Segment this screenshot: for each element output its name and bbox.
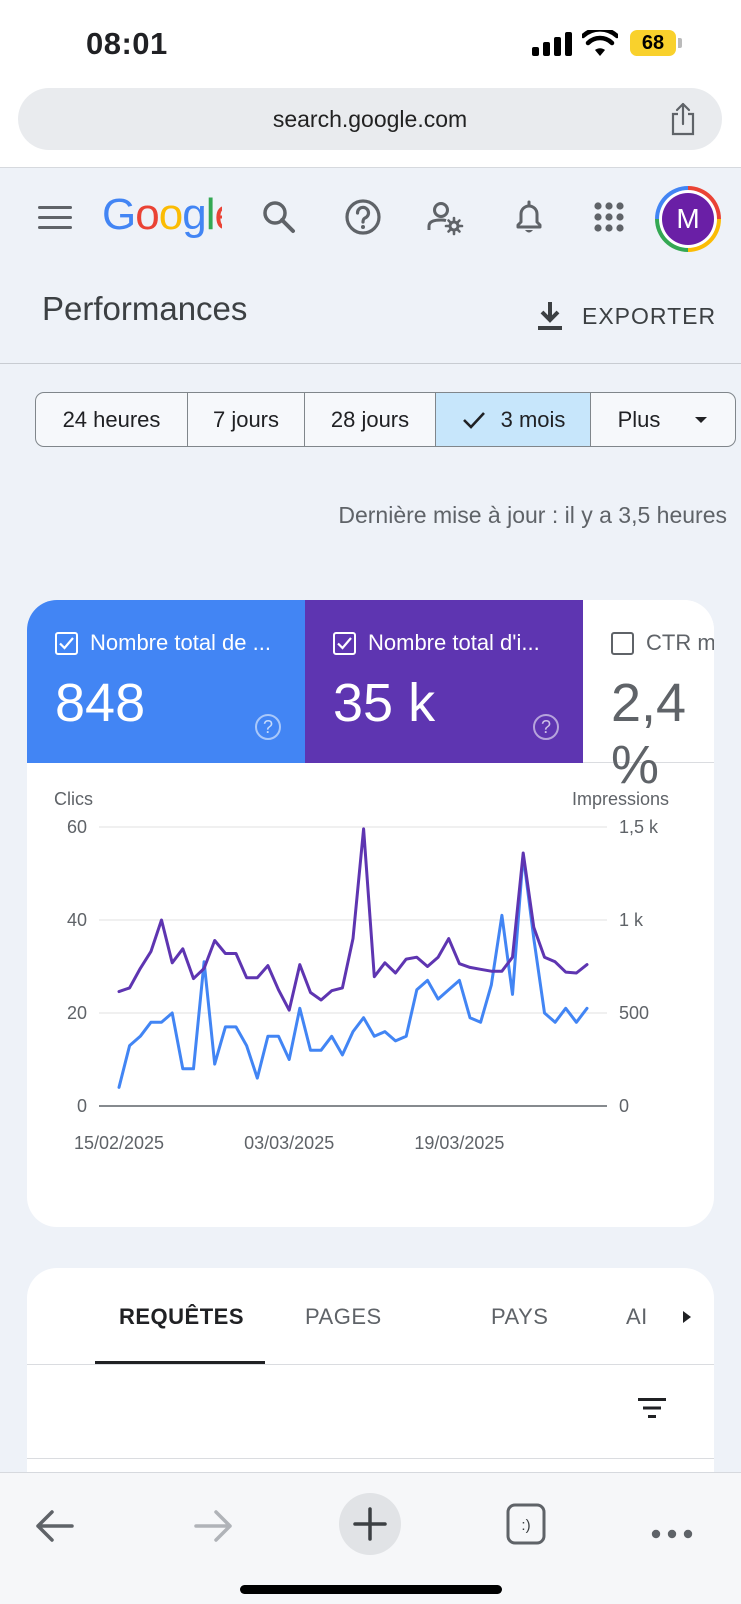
performance-chart: Clics Impressions 0 0 20 500 40 1 k 60 1,5 k 15/02…: [54, 789, 669, 1153]
checkbox-unchecked-icon[interactable]: [611, 631, 634, 655]
battery-icon: 68: [630, 30, 682, 56]
user-settings-icon[interactable]: [426, 198, 464, 236]
download-icon: [538, 302, 562, 330]
divider: [27, 1364, 714, 1365]
metric-label: Nombre total d'i...: [368, 630, 540, 655]
metric-ctr[interactable]: CTR m 2,4 %: [583, 600, 714, 795]
dropdown-arrow-icon: [695, 416, 708, 423]
right-tick-label: 500: [619, 1003, 649, 1023]
avatar-letter: M: [662, 193, 714, 245]
metric-total-impressions[interactable]: Nombre total d'i... 35 k ?: [305, 600, 583, 763]
metric-total-clicks[interactable]: Nombre total de ... 848 ?: [27, 600, 305, 763]
range-more-dropdown[interactable]: Plus: [591, 393, 735, 446]
left-tick-label: 20: [67, 1003, 87, 1023]
help-icon[interactable]: [344, 198, 382, 236]
left-tick-label: 60: [67, 817, 87, 837]
address-bar[interactable]: search.google.com: [18, 88, 722, 150]
help-icon[interactable]: ?: [255, 714, 281, 740]
share-icon[interactable]: [668, 102, 698, 136]
address-text: search.google.com: [272, 106, 468, 132]
page-title: Performances: [42, 290, 248, 327]
battery-level: 68: [630, 30, 676, 56]
right-axis-title: Impressions: [572, 789, 669, 809]
x-tick-label: 15/02/2025: [74, 1133, 164, 1153]
home-indicator: [240, 1585, 502, 1594]
more-options-icon[interactable]: [650, 1511, 694, 1557]
checkbox-checked-icon[interactable]: [333, 631, 356, 655]
metric-value: 2,4 %: [611, 673, 687, 795]
help-icon[interactable]: ?: [533, 714, 559, 740]
metric-value: 848: [55, 673, 146, 733]
filter-icon[interactable]: [637, 1396, 667, 1420]
check-icon: [462, 411, 485, 429]
metric-label: CTR m: [646, 630, 714, 655]
right-tick-label: 0: [619, 1096, 629, 1116]
left-tick-label: 40: [67, 910, 87, 930]
metric-label: Nombre total de ...: [90, 630, 271, 655]
status-bar: 08:01 68: [0, 0, 741, 86]
new-tab-button[interactable]: [339, 1493, 401, 1555]
app-header: Google M: [0, 168, 741, 268]
tab-queries[interactable]: REQUÊTES: [119, 1304, 245, 1329]
range-label: Plus: [617, 406, 661, 432]
left-tick-label: 0: [77, 1096, 87, 1116]
scroll-right-icon[interactable]: [682, 1310, 692, 1324]
last-updated-text: Dernière mise à jour : il y a 3,5 heures: [338, 502, 727, 528]
export-button[interactable]: EXPORTER: [536, 298, 716, 334]
performance-card: Nombre total de ... 848 ? Nombre total d…: [27, 600, 714, 1227]
tab-ai[interactable]: AI: [626, 1304, 648, 1329]
impressions-series-line: [117, 827, 589, 1012]
date-range-selector: 24 heures 7 jours 28 jours 3 mois Plus: [35, 392, 736, 447]
x-tick-label: 03/03/2025: [244, 1133, 334, 1153]
range-28d[interactable]: 28 jours: [305, 393, 436, 446]
range-label: 28 jours: [330, 406, 410, 432]
tab-switcher-icon[interactable]: :): [505, 1501, 547, 1547]
page-header: Performances EXPORTER: [0, 268, 741, 364]
right-tick-label: 1 k: [619, 910, 644, 930]
forward-arrow-icon[interactable]: [190, 1503, 236, 1549]
range-label: 3 mois: [500, 406, 566, 432]
browser-bottom-bar: :): [0, 1472, 741, 1604]
x-tick-label: 19/03/2025: [414, 1133, 504, 1153]
notifications-icon[interactable]: [510, 198, 548, 236]
search-icon[interactable]: [260, 198, 298, 236]
export-label: EXPORTER: [582, 302, 717, 329]
range-label: 24 heures: [62, 406, 161, 432]
divider: [27, 1458, 714, 1459]
metric-value: 35 k: [333, 673, 436, 733]
clicks-series-line: [117, 853, 589, 1089]
account-avatar[interactable]: M: [655, 186, 721, 252]
active-tab-indicator: [95, 1361, 265, 1364]
google-logo[interactable]: Google: [102, 190, 222, 239]
tab-pages[interactable]: PAGES: [305, 1304, 382, 1329]
cellular-signal-icon: [532, 32, 574, 56]
apps-grid-icon[interactable]: [590, 198, 628, 236]
range-label: 7 jours: [212, 406, 280, 432]
range-24h[interactable]: 24 heures: [36, 393, 188, 446]
menu-icon[interactable]: [38, 206, 72, 230]
range-3m[interactable]: 3 mois: [436, 393, 591, 446]
browser-toolbar: search.google.com: [0, 86, 741, 168]
status-time: 08:01: [86, 26, 168, 61]
plus-icon: [353, 1507, 387, 1541]
wifi-icon: [582, 30, 618, 56]
tab-countries[interactable]: PAYS: [491, 1304, 549, 1329]
dimension-tabs: REQUÊTES PAGES PAYS AI: [27, 1268, 714, 1472]
svg-text::): :): [521, 1517, 530, 1534]
left-axis-title: Clics: [54, 789, 93, 809]
back-arrow-icon[interactable]: [32, 1503, 78, 1549]
checkbox-checked-icon[interactable]: [55, 631, 78, 655]
range-7d[interactable]: 7 jours: [188, 393, 305, 446]
right-tick-label: 1,5 k: [619, 817, 659, 837]
